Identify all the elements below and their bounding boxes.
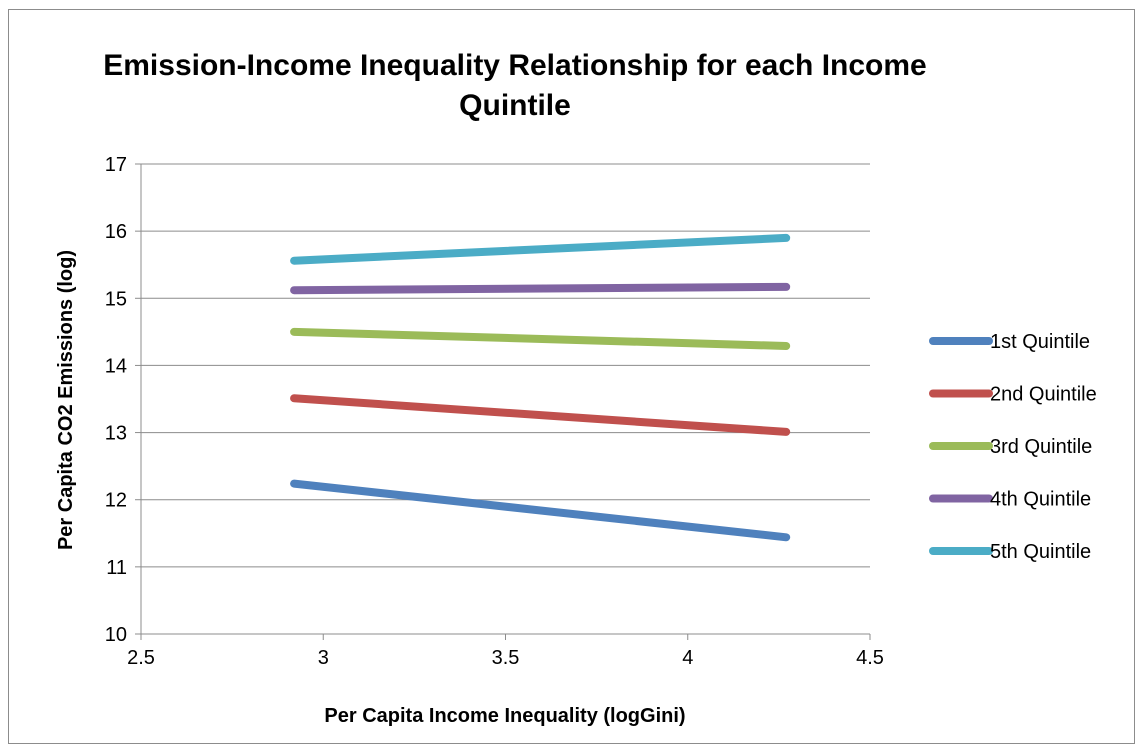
- series-line-5: [290, 233, 791, 265]
- y-tick-label: 16: [105, 221, 127, 243]
- x-tick-label: 3.5: [492, 647, 520, 669]
- x-tick-label: 4: [682, 647, 693, 669]
- legend-label-1: 1st Quintile: [990, 331, 1090, 353]
- y-tick-label: 12: [105, 490, 127, 512]
- legend-label-5: 5th Quintile: [990, 541, 1091, 563]
- y-tick-label: 15: [105, 288, 127, 310]
- y-axis-title: Per Capita CO2 Emissions (log): [55, 250, 77, 550]
- legend-label-4: 4th Quintile: [990, 489, 1091, 511]
- y-tick-label: 11: [106, 557, 127, 579]
- tick-labels: 10 11 12 13 14 15 16 17 2.5 3 3.5 4 4.5: [105, 154, 884, 669]
- series-lines: [290, 233, 791, 542]
- y-tick-label: 14: [105, 355, 127, 377]
- y-tick-label: 17: [105, 154, 127, 176]
- x-axis-title: Per Capita Income Inequality (logGini): [324, 705, 685, 727]
- chart-frame: [8, 9, 1135, 744]
- legend-label-3: 3rd Quintile: [990, 436, 1092, 458]
- series-line-3: [290, 327, 791, 350]
- legend-label-2: 2nd Quintile: [990, 384, 1097, 406]
- series-line-1: [290, 479, 791, 542]
- series-line-2: [290, 394, 791, 436]
- axes: [135, 163, 871, 640]
- series-line-4: [290, 282, 791, 295]
- y-tick-label: 10: [105, 624, 127, 646]
- chart-title: Emission-Income Inequality Relationship …: [103, 49, 927, 122]
- x-tick-label: 4.5: [856, 647, 884, 669]
- x-tick-label: 3: [318, 647, 329, 669]
- x-tick-label: 2.5: [127, 647, 155, 669]
- legend: 1st Quintile 2nd Quintile 3rd Quintile 4th …: [929, 331, 1097, 563]
- y-tick-label: 13: [105, 423, 127, 445]
